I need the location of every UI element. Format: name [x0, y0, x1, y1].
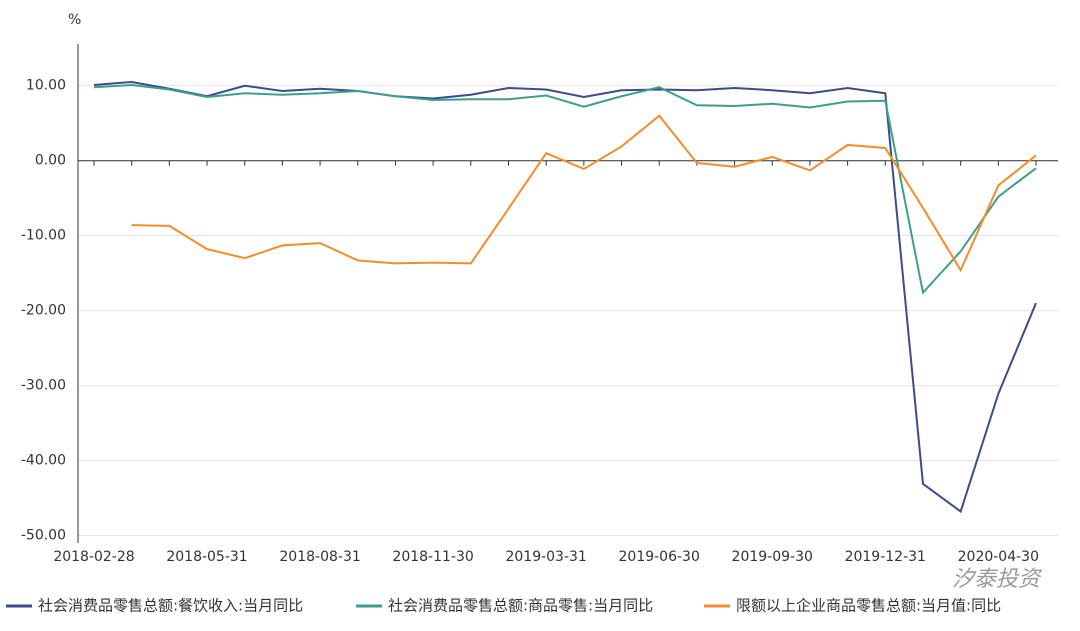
- x-tick-label: 2020-04-30: [958, 549, 1039, 565]
- x-tick-label: 2018-05-31: [166, 549, 247, 565]
- x-tick-label: 2018-11-30: [392, 549, 473, 565]
- series-line: [131, 114, 1037, 273]
- y-tick-label: 10.00: [26, 78, 66, 94]
- y-tick-label: -40.00: [21, 453, 66, 469]
- x-tick-label: 2018-08-31: [279, 549, 360, 565]
- y-tick-label: -30.00: [21, 378, 66, 394]
- y-tick-label: -20.00: [21, 303, 66, 319]
- x-tick-label: 2019-03-31: [505, 549, 586, 565]
- legend-label: 限额以上企业商品零售总额:当月值:同比: [736, 597, 1001, 615]
- legend-label: 社会消费品零售总额:餐饮收入:当月同比: [38, 597, 303, 615]
- legend-label: 社会消费品零售总额:商品零售:当月同比: [388, 597, 653, 615]
- y-tick-label: 0.00: [35, 153, 66, 169]
- y-tick-label: -10.00: [21, 228, 66, 244]
- series-line: [93, 83, 1037, 295]
- watermark: 汐泰投资: [952, 567, 1043, 592]
- x-tick-label: 2019-06-30: [619, 549, 700, 565]
- series-line: [93, 80, 1037, 514]
- y-tick-label: -50.00: [21, 528, 66, 544]
- x-tick-label: 2019-12-31: [845, 549, 926, 565]
- x-tick-label: 2019-09-30: [732, 549, 813, 565]
- x-tick-label: 2018-02-28: [53, 549, 134, 565]
- y-unit: %: [68, 12, 81, 28]
